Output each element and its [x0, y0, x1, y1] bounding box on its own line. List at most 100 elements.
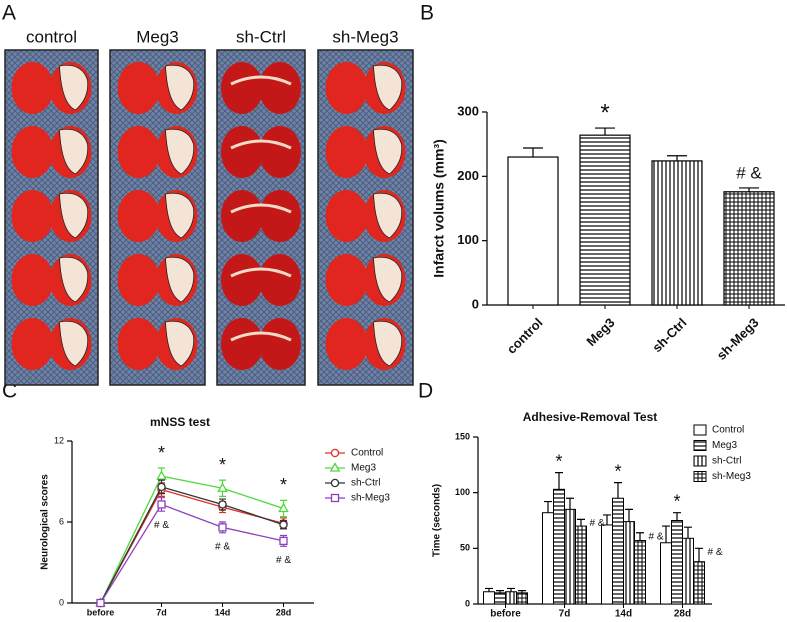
x-tick-label: 28d — [674, 609, 691, 617]
bar — [601, 524, 613, 605]
bar — [651, 160, 703, 306]
brain-slice — [117, 318, 160, 370]
bar — [542, 512, 554, 605]
y-tick-label: 50 — [460, 543, 470, 553]
marker — [96, 598, 105, 608]
error-bar — [603, 514, 611, 525]
error-bar — [662, 525, 670, 543]
legend-label: Meg3 — [351, 463, 376, 474]
y-axis-label: Time (seconds) — [432, 484, 443, 557]
error-bar — [485, 587, 493, 592]
x-tick-label: 28d — [276, 607, 292, 617]
brain-slice — [11, 62, 54, 114]
x-tick-label: before — [490, 609, 521, 617]
infarct-area — [165, 320, 195, 367]
line — [99, 503, 284, 604]
legend-label: Control — [712, 425, 744, 436]
error-bar — [673, 512, 681, 521]
marker — [157, 500, 166, 509]
infarct-area — [165, 64, 195, 111]
infarct-area — [165, 256, 195, 303]
y-tick-label: 100 — [455, 487, 470, 497]
photo-label: Meg3 — [136, 27, 179, 46]
infarct-area — [59, 192, 89, 239]
photo-label: control — [26, 27, 77, 46]
infarct-area — [373, 128, 403, 175]
brain-slice — [259, 254, 301, 306]
infarct-area — [373, 256, 403, 303]
chart-title: Adhesive-Removal Test — [523, 410, 658, 424]
legend-marker — [330, 493, 340, 503]
annotation: # & — [276, 555, 291, 566]
legend-marker — [329, 462, 341, 472]
annotation: * — [280, 475, 287, 495]
bar — [507, 156, 559, 306]
marker — [217, 482, 228, 492]
legend-swatch — [693, 471, 707, 482]
x-tick-label: sh-Meg3 — [714, 315, 762, 363]
infarct-area — [59, 320, 89, 367]
bar — [623, 521, 635, 605]
error-bar — [739, 187, 759, 192]
photo-label: sh-Ctrl — [236, 27, 286, 46]
bar — [575, 525, 587, 605]
error-bar — [523, 147, 543, 158]
bar — [516, 592, 528, 605]
annotation: # & — [590, 518, 605, 529]
brain-slice — [11, 254, 54, 306]
y-tick-label: 0 — [465, 598, 470, 608]
legend-label: sh-Ctrl — [351, 478, 380, 489]
annotation: # & — [708, 547, 723, 558]
bar — [682, 537, 694, 605]
bar — [564, 508, 576, 605]
infarct-area — [59, 128, 89, 175]
chart-title: mNSS test — [150, 415, 210, 429]
photo-label: sh-Meg3 — [332, 27, 398, 46]
panel-letter: B — [420, 2, 434, 25]
y-tick-label: 12 — [54, 435, 64, 445]
bar — [579, 134, 631, 306]
x-tick-label: 14d — [215, 607, 231, 617]
error-bar — [566, 497, 574, 510]
legend-marker — [330, 478, 340, 488]
error-bar — [518, 590, 526, 593]
error-bar — [507, 587, 515, 592]
infarct-area — [165, 192, 195, 239]
annotation: * — [614, 461, 621, 481]
bar — [483, 591, 495, 605]
brain-slice — [259, 190, 301, 242]
bar — [505, 591, 517, 605]
panel-letter: A — [2, 2, 16, 25]
annotation: # & — [215, 541, 230, 552]
bar — [634, 540, 646, 605]
bar — [693, 561, 705, 605]
marker — [279, 520, 288, 529]
brain-slice — [221, 190, 263, 242]
brain-slice — [117, 190, 160, 242]
x-tick-label: control — [504, 315, 546, 357]
error-bar — [625, 508, 633, 522]
annotation: * — [600, 99, 609, 126]
bar — [671, 520, 683, 605]
brain-slice — [259, 62, 301, 114]
annotation: # & — [154, 520, 169, 531]
error-bar — [614, 482, 622, 499]
y-tick-label: 6 — [59, 516, 64, 526]
bar — [553, 488, 565, 605]
annotation: * — [673, 491, 680, 511]
x-tick-label: 7d — [156, 607, 167, 617]
x-tick-label: before — [87, 607, 115, 617]
infarct-area — [230, 139, 292, 150]
annotation: # & — [649, 531, 664, 542]
error-bar — [544, 500, 552, 513]
legend-label: sh-Meg3 — [712, 471, 751, 482]
x-tick-label: sh-Ctrl — [649, 315, 689, 355]
error-bar — [577, 518, 585, 527]
annotation: * — [555, 451, 562, 471]
marker — [218, 500, 227, 509]
infarct-area — [230, 267, 292, 278]
brain-slice — [221, 62, 263, 114]
annotation: # & — [736, 163, 762, 182]
brain-slice — [117, 126, 160, 178]
marker — [278, 502, 289, 513]
